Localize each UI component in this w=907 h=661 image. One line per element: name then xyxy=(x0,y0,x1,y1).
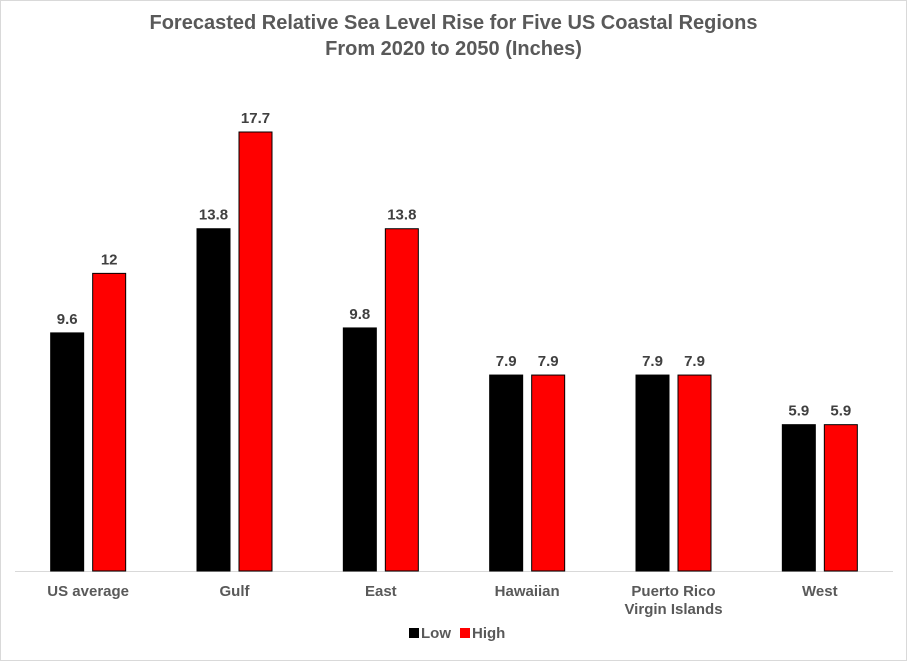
data-label-high-5: 5.9 xyxy=(830,403,851,420)
bar-low-0 xyxy=(50,332,85,572)
bar-high-0 xyxy=(92,272,127,572)
chart-title: Forecasted Relative Sea Level Rise for F… xyxy=(1,10,906,62)
x-tick-label-4-line1: Virgin Islands xyxy=(624,601,722,618)
bar-high-2 xyxy=(384,228,419,572)
legend-label-low: Low xyxy=(421,625,451,642)
data-label-low-0: 9.6 xyxy=(57,311,78,328)
data-label-low-4: 7.9 xyxy=(642,353,663,370)
x-tick-label-5: West xyxy=(802,583,838,600)
bar-high-4 xyxy=(677,374,712,572)
legend-swatch-low xyxy=(409,628,419,638)
x-tick-label-4-line0: Puerto Rico xyxy=(631,583,715,600)
bar-low-4 xyxy=(635,374,670,572)
data-label-low-3: 7.9 xyxy=(496,353,517,370)
legend-swatch-high xyxy=(460,628,470,638)
data-label-high-0: 12 xyxy=(101,251,118,268)
x-tick-label-3: Hawaiian xyxy=(495,583,560,600)
bar-low-1 xyxy=(196,228,231,572)
chart-title-line1: Forecasted Relative Sea Level Rise for F… xyxy=(149,12,758,34)
x-tick-label-2: East xyxy=(365,583,397,600)
bar-high-1 xyxy=(238,131,273,572)
legend-label-high: High xyxy=(472,625,505,642)
data-label-low-5: 5.9 xyxy=(788,403,809,420)
x-tick-label-0: US average xyxy=(47,583,129,600)
bar-high-5 xyxy=(823,424,858,572)
data-label-low-2: 9.8 xyxy=(349,306,370,323)
data-label-high-1: 17.7 xyxy=(241,110,270,127)
data-label-high-3: 7.9 xyxy=(538,353,559,370)
data-label-high-4: 7.9 xyxy=(684,353,705,370)
data-label-low-1: 13.8 xyxy=(199,207,228,224)
bar-low-5 xyxy=(781,424,816,572)
x-tick-label-1: Gulf xyxy=(220,583,251,600)
bar-low-2 xyxy=(342,327,377,572)
bar-high-3 xyxy=(531,374,566,572)
chart-subtitle: From 2020 to 2050 (Inches) xyxy=(325,38,582,60)
data-label-high-2: 13.8 xyxy=(387,207,416,224)
bar-low-3 xyxy=(489,374,524,572)
